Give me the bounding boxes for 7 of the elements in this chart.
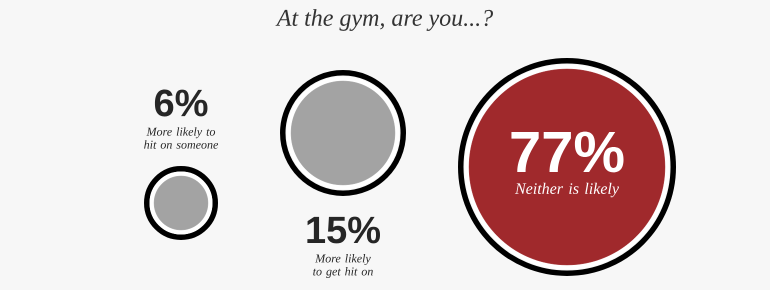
data-label: 77% xyxy=(511,132,624,172)
category-label: Neither is likely xyxy=(514,182,620,198)
text: At the gym, are you...? xyxy=(276,9,493,31)
data-label: 6% xyxy=(154,90,208,116)
category-label: More likely to hit on someone xyxy=(144,127,218,149)
data-label: 15% xyxy=(307,216,380,244)
category-label: More likely to get hit on xyxy=(313,254,373,278)
